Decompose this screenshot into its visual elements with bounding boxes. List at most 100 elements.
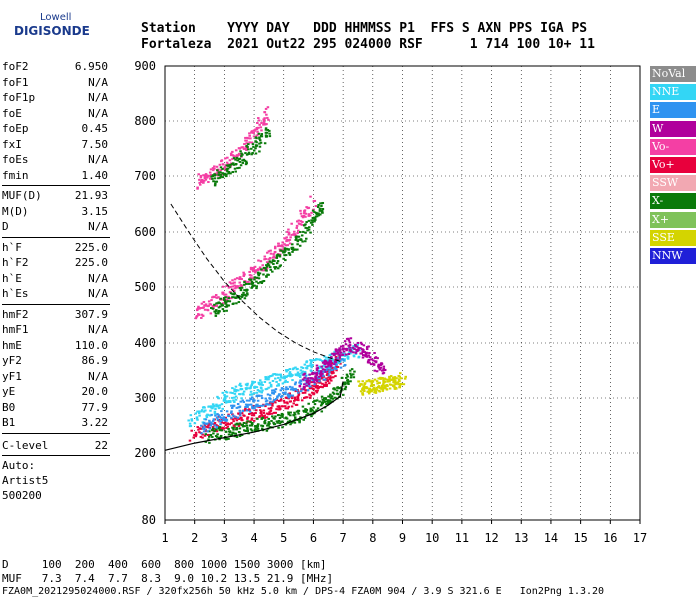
echo-point <box>292 414 295 417</box>
echo-point <box>393 387 397 390</box>
param-row: yF2 86.9 <box>2 354 108 368</box>
echo-point <box>334 363 338 366</box>
echo-point <box>236 167 239 170</box>
echo-point <box>246 382 249 385</box>
echo-point <box>365 346 369 349</box>
echo-point <box>254 136 258 139</box>
echo-point <box>369 384 373 387</box>
echo-point <box>233 425 236 428</box>
echo-point <box>261 427 264 430</box>
echo-point <box>301 220 304 223</box>
echo-point <box>237 301 241 304</box>
echo-point <box>267 258 270 261</box>
echo-point <box>279 375 283 378</box>
echo-point <box>256 426 259 429</box>
echo-point <box>281 245 285 248</box>
x-tick-label: 14 <box>544 531 558 545</box>
echo-point <box>247 148 250 151</box>
echo-point <box>277 394 280 397</box>
echo-point <box>200 302 204 305</box>
echo-point <box>312 219 315 222</box>
echo-point <box>227 437 230 440</box>
echo-point <box>227 170 231 173</box>
echo-point <box>222 419 225 422</box>
echo-point <box>286 369 290 372</box>
echo-point <box>403 377 407 380</box>
echo-point <box>259 260 263 263</box>
echo-point <box>277 399 281 402</box>
echo-point <box>294 398 297 401</box>
echo-point <box>303 410 306 413</box>
echo-point <box>289 236 292 239</box>
param-row: foE N/A <box>2 107 108 121</box>
footer-d-line: D 100 200 400 600 800 1000 1500 3000 [km… <box>2 558 327 571</box>
echo-point <box>284 405 287 408</box>
echo-point <box>256 424 260 427</box>
echo-point <box>298 374 302 377</box>
echo-point <box>359 341 363 344</box>
footer-muf-line: MUF 7.3 7.4 7.7 8.3 9.0 10.2 13.5 21.9 [… <box>2 572 334 585</box>
echo-point <box>262 123 265 126</box>
echo-point <box>201 427 205 430</box>
echo-point <box>241 161 245 164</box>
echo-point <box>307 402 310 405</box>
echo-point <box>231 296 234 299</box>
echo-point <box>237 412 241 415</box>
echo-point <box>233 390 236 393</box>
echo-point <box>329 376 333 379</box>
echo-point <box>210 413 213 416</box>
echo-point <box>311 409 314 412</box>
echo-point <box>249 390 253 393</box>
echo-point <box>363 351 366 354</box>
echo-point <box>265 378 269 381</box>
echo-point <box>321 370 325 373</box>
echo-point <box>228 400 232 403</box>
echo-point <box>246 420 249 423</box>
echo-point <box>344 388 347 391</box>
echo-point <box>370 358 373 361</box>
echo-point <box>284 259 287 262</box>
echo-point <box>352 345 355 348</box>
echo-point <box>300 388 303 391</box>
echo-point <box>293 383 297 386</box>
echo-point <box>338 361 342 364</box>
param-row: MUF(D) 21.93 <box>2 189 108 203</box>
echo-point <box>241 399 245 402</box>
echo-point <box>324 398 327 401</box>
echo-point <box>242 421 246 424</box>
echo-point <box>331 391 335 394</box>
echo-point <box>301 370 305 373</box>
echo-point <box>321 382 324 385</box>
echo-point <box>263 422 267 425</box>
echo-point <box>204 174 207 177</box>
header-line1: Station YYYY DAY DDD HHMMSS P1 FFS S AXN… <box>141 21 588 36</box>
echo-point <box>245 405 249 408</box>
echo-point <box>314 376 317 379</box>
echo-point <box>296 220 299 223</box>
echo-point <box>329 393 332 396</box>
echo-point <box>245 282 248 285</box>
echo-point <box>250 412 253 415</box>
echo-point <box>194 431 198 434</box>
echo-point <box>354 351 358 354</box>
echo-point <box>255 391 259 394</box>
echo-point <box>365 351 368 354</box>
echo-point <box>236 154 239 157</box>
echo-point <box>269 383 273 386</box>
echo-point <box>269 409 272 412</box>
echo-point <box>216 296 219 299</box>
echo-point <box>265 402 269 405</box>
echo-point <box>325 383 329 386</box>
echo-point <box>227 172 230 175</box>
echo-point <box>272 421 275 424</box>
echo-point <box>240 155 243 158</box>
echo-point <box>372 386 376 389</box>
echo-point <box>216 413 219 416</box>
echo-point <box>234 163 238 166</box>
param-name: B1 <box>2 416 16 429</box>
echo-point <box>293 421 297 424</box>
echo-point <box>334 356 338 359</box>
echo-point <box>298 373 301 376</box>
param-row: M(D) 3.15 <box>2 205 108 219</box>
echo-point <box>232 399 235 402</box>
